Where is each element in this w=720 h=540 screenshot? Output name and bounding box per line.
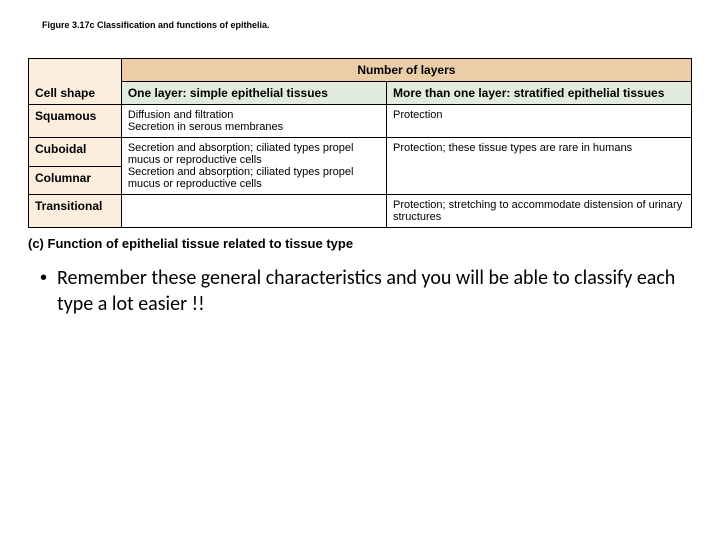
cell-shape-header: Cell shape	[29, 59, 122, 105]
bullet-marker: •	[40, 265, 47, 291]
more-layer-header: More than one layer: stratified epitheli…	[387, 82, 692, 105]
caption: (c) Function of epithelial tissue relate…	[28, 236, 692, 251]
shape-transitional: Transitional	[29, 195, 122, 228]
epithelia-table: Cell shape Number of layers One layer: s…	[28, 58, 692, 228]
cuboidal-columnar-more: Protection; these tissue types are rare …	[387, 138, 692, 195]
transitional-more: Protection; stretching to accommodate di…	[387, 195, 692, 228]
shape-cuboidal: Cuboidal	[29, 138, 122, 167]
bullet-text: Remember these general characteristics a…	[57, 265, 686, 317]
figure-title: Figure 3.17c Classification and function…	[42, 20, 692, 30]
cuboidal-columnar-one: Secretion and absorption; ciliated types…	[121, 138, 386, 195]
number-of-layers-header: Number of layers	[121, 59, 691, 82]
shape-squamous: Squamous	[29, 105, 122, 138]
transitional-one	[121, 195, 386, 228]
squamous-more: Protection	[387, 105, 692, 138]
bullet-item: • Remember these general characteristics…	[28, 265, 692, 317]
squamous-one: Diffusion and filtration Secretion in se…	[121, 105, 386, 138]
one-layer-header: One layer: simple epithelial tissues	[121, 82, 386, 105]
shape-columnar: Columnar	[29, 166, 122, 195]
